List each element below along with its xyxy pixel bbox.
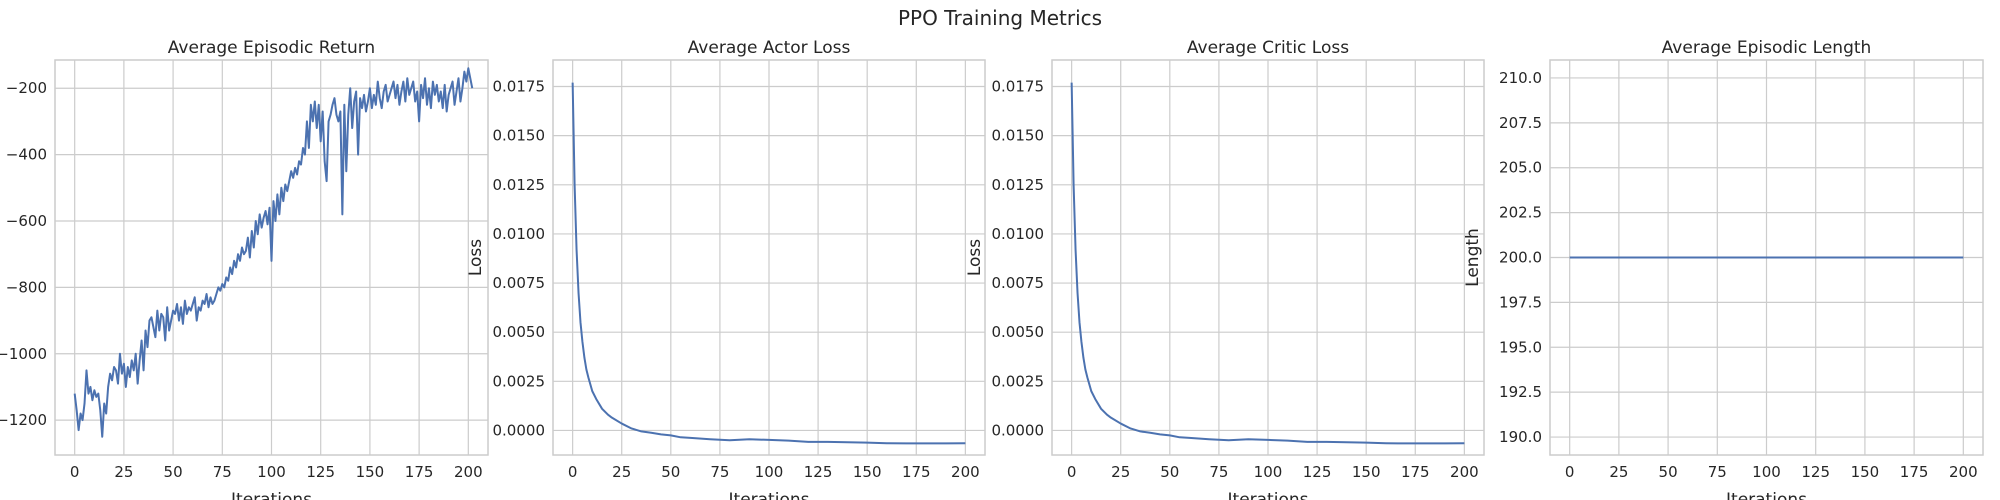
series-line — [1070, 82, 1465, 445]
y-tick-label: −1200 — [0, 411, 47, 429]
y-tick-label: 190.0 — [1499, 428, 1542, 446]
y-tick-label: 192.5 — [1499, 383, 1542, 401]
y-tick-label: 200.0 — [1499, 249, 1542, 267]
x-tick-label: 75 — [1708, 463, 1727, 481]
x-tick-label: 75 — [1209, 463, 1228, 481]
y-axis-label: Loss — [965, 239, 985, 276]
y-tick-label: 195.0 — [1499, 338, 1542, 356]
x-tick-label: 50 — [1659, 463, 1678, 481]
x-tick-label: 25 — [1609, 463, 1628, 481]
y-tick-label: 0.0000 — [493, 421, 546, 439]
x-tick-label: 200 — [951, 463, 980, 481]
subplot-1: 0 25 50 75 100 125 150 175 200 −1200 −1000 −800 −600… — [0, 38, 489, 500]
x-tick-label: 125 — [1303, 463, 1332, 481]
y-tick-label: 0.0075 — [992, 274, 1045, 292]
x-tick-label: 100 — [1752, 463, 1781, 481]
y-tick-label: 197.5 — [1499, 293, 1542, 311]
x-tick-label: 125 — [804, 463, 833, 481]
x-tick-label: 150 — [1851, 463, 1880, 481]
x-tick-label: 100 — [755, 463, 784, 481]
x-tick-label: 125 — [306, 463, 335, 481]
x-tick-label: 200 — [1949, 463, 1978, 481]
x-tick-label: 50 — [661, 463, 680, 481]
y-tick-label: 0.0100 — [992, 225, 1045, 243]
y-tick-label: −800 — [6, 278, 47, 296]
series-line — [571, 82, 966, 445]
x-tick-label: 0 — [1565, 463, 1575, 481]
y-tick-label: 0.0175 — [992, 78, 1045, 96]
x-tick-label: 75 — [213, 463, 232, 481]
x-tick-label: 200 — [1450, 463, 1479, 481]
plot-frame — [552, 59, 986, 456]
x-tick-label: 175 — [902, 463, 931, 481]
y-tick-label: 0.0075 — [493, 274, 546, 292]
x-tick-label: 50 — [1160, 463, 1179, 481]
x-axis-label: Iterations — [1228, 490, 1309, 500]
x-tick-label: 50 — [164, 463, 183, 481]
y-tick-label: 210.0 — [1499, 69, 1542, 87]
y-tick-label: 0.0025 — [992, 372, 1045, 390]
y-axis-label: Loss — [466, 239, 486, 276]
x-tick-label: 150 — [853, 463, 882, 481]
y-tick-label: 0.0025 — [493, 372, 546, 390]
y-tick-label: 0.0100 — [493, 225, 546, 243]
x-axis-label: Iterations — [729, 490, 810, 500]
subplot-4: 0 25 50 75 100 125 150 175 200 190.0 192.5 195.0 197… — [1463, 38, 1984, 500]
subplot-2: 0 25 50 75 100 125 150 175 200 0.0000 0.0025 0.0050… — [466, 38, 986, 500]
y-tick-label: 202.5 — [1499, 204, 1542, 222]
subplot-title: Average Actor Loss — [688, 38, 851, 58]
x-tick-label: 100 — [257, 463, 286, 481]
x-tick-label: 150 — [356, 463, 385, 481]
y-axis-label: Length — [1463, 228, 1483, 287]
y-tick-label: 0.0050 — [992, 323, 1045, 341]
y-tick-label: −200 — [6, 79, 47, 97]
y-tick-label: 205.0 — [1499, 159, 1542, 177]
series-line — [73, 67, 474, 438]
x-tick-label: 0 — [568, 463, 578, 481]
x-tick-label: 0 — [1067, 463, 1077, 481]
subplot-title: Average Episodic Return — [168, 38, 375, 58]
subplot-title: Average Critic Loss — [1187, 38, 1349, 58]
figure-title: PPO Training Metrics — [898, 6, 1102, 30]
x-tick-label: 175 — [1401, 463, 1430, 481]
x-tick-label: 25 — [1111, 463, 1130, 481]
y-tick-label: 207.5 — [1499, 114, 1542, 132]
plot-frame — [1549, 59, 1984, 456]
x-axis-label: Iterations — [231, 490, 312, 500]
y-tick-label: 0.0175 — [493, 78, 546, 96]
y-tick-label: 0.0150 — [493, 127, 546, 145]
y-tick-label: 0.0125 — [992, 176, 1045, 194]
x-tick-label: 175 — [1900, 463, 1929, 481]
x-tick-label: 100 — [1254, 463, 1283, 481]
y-tick-label: 0.0000 — [992, 421, 1045, 439]
x-tick-label: 25 — [612, 463, 631, 481]
y-tick-label: 0.0050 — [493, 323, 546, 341]
plot-frame — [54, 59, 489, 456]
x-tick-label: 25 — [114, 463, 133, 481]
plot-frame — [1051, 59, 1485, 456]
x-tick-label: 150 — [1352, 463, 1381, 481]
y-tick-label: −1000 — [0, 345, 47, 363]
x-tick-label: 75 — [710, 463, 729, 481]
x-tick-label: 125 — [1801, 463, 1830, 481]
x-axis-label: Iterations — [1726, 490, 1807, 500]
y-tick-label: −600 — [6, 212, 47, 230]
subplot-3: 0 25 50 75 100 125 150 175 200 0.0000 0.0025 0.0050… — [965, 38, 1485, 500]
y-tick-label: 0.0125 — [493, 176, 546, 194]
y-tick-label: −400 — [6, 146, 47, 164]
subplot-title: Average Episodic Length — [1662, 38, 1872, 58]
y-tick-label: 0.0150 — [992, 127, 1045, 145]
x-tick-label: 0 — [70, 463, 80, 481]
x-tick-label: 200 — [454, 463, 483, 481]
x-tick-label: 175 — [405, 463, 434, 481]
